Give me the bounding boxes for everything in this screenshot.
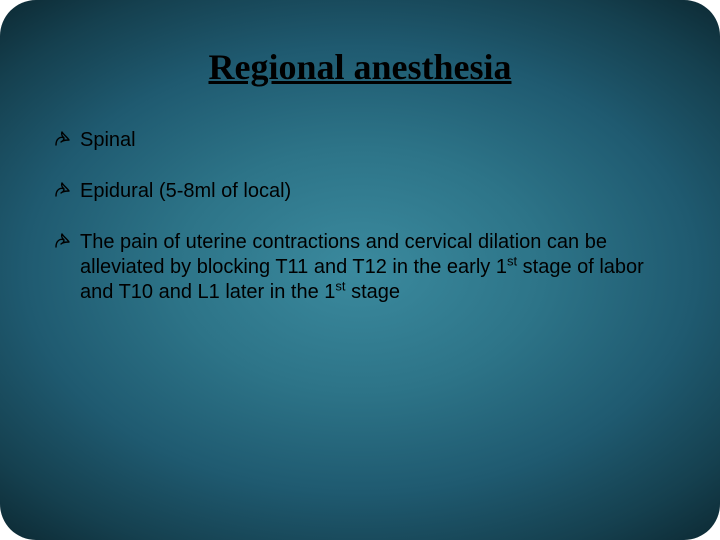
- slide-title: Regional anesthesia: [52, 46, 668, 88]
- curly-arrow-icon: [52, 233, 72, 253]
- bullet-text: Epidural (5-8ml of local): [80, 180, 291, 202]
- slide: Regional anesthesia Spinal Epidural (5-8…: [0, 0, 720, 540]
- curly-arrow-icon: [52, 182, 72, 202]
- curly-arrow-icon: [52, 131, 72, 151]
- bullet-item: The pain of uterine contractions and cer…: [52, 230, 668, 305]
- bullet-list: Spinal Epidural (5-8ml of local) The pai…: [52, 128, 668, 305]
- bullet-text: Spinal: [80, 129, 136, 151]
- bullet-item: Spinal: [52, 128, 668, 153]
- bullet-text: The pain of uterine contractions and cer…: [80, 231, 644, 303]
- bullet-item: Epidural (5-8ml of local): [52, 179, 668, 204]
